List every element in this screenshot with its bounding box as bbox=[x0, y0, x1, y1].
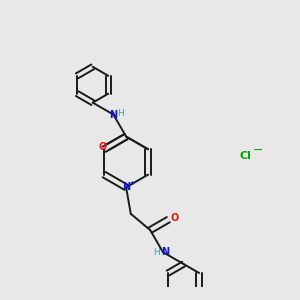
Text: H: H bbox=[154, 248, 160, 256]
Text: −: − bbox=[253, 144, 263, 157]
Text: H: H bbox=[118, 109, 124, 118]
Text: N: N bbox=[122, 182, 130, 192]
Text: N: N bbox=[161, 247, 170, 257]
Text: O: O bbox=[170, 213, 178, 223]
Text: O: O bbox=[98, 142, 107, 152]
Text: N: N bbox=[110, 110, 118, 120]
Text: Cl: Cl bbox=[240, 151, 251, 161]
Text: +: + bbox=[129, 180, 135, 186]
